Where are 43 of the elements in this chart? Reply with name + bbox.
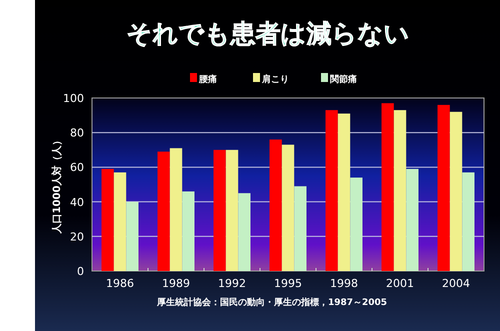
y-tick-label: 40 [70, 196, 84, 209]
bar [326, 110, 338, 271]
bar [282, 144, 294, 271]
bar [438, 104, 450, 271]
bar [406, 168, 418, 271]
bar [338, 114, 350, 271]
x-tick-label: 1998 [330, 277, 358, 290]
legend-item: 腰痛 [190, 73, 217, 85]
x-tick-label: 2004 [442, 277, 470, 290]
bar [270, 140, 282, 271]
bar [182, 191, 194, 271]
y-tick-label: 0 [77, 265, 84, 278]
legend-label: 肩こり [261, 74, 289, 85]
x-tick-label: 1995 [274, 277, 302, 290]
bar [382, 103, 394, 271]
y-tick-label: 60 [70, 161, 84, 174]
bar [462, 172, 474, 271]
legend-label: 腰痛 [198, 74, 217, 85]
text: 厚生統計協会：国民の動向・厚生の指標，1987～2005 [156, 297, 388, 308]
bar [158, 152, 170, 271]
bar [226, 150, 238, 271]
y-tick-label: 100 [63, 92, 84, 105]
chart-title: それでも患者は減らない [126, 19, 410, 48]
x-tick-label: 2001 [386, 277, 414, 290]
legend-item: 関節痛 [321, 73, 357, 85]
y-tick-label: 80 [70, 126, 84, 140]
legend-label: 関節痛 [330, 74, 357, 85]
legend-item: 肩こり [253, 73, 289, 85]
bar [170, 148, 182, 271]
bar [114, 172, 126, 271]
bar [102, 168, 114, 271]
bar [238, 193, 250, 271]
x-tick-label: 1989 [162, 277, 190, 290]
bar [350, 178, 362, 271]
y-axis-title: 人口1000人対（人） [51, 136, 63, 234]
bar [394, 110, 406, 271]
y-tick-label: 20 [70, 230, 84, 244]
bar [294, 186, 306, 271]
x-tick-label: 1992 [218, 277, 246, 290]
bar [126, 202, 138, 271]
bar [450, 112, 462, 271]
x-tick-label: 1986 [106, 277, 134, 290]
bar [214, 150, 226, 271]
